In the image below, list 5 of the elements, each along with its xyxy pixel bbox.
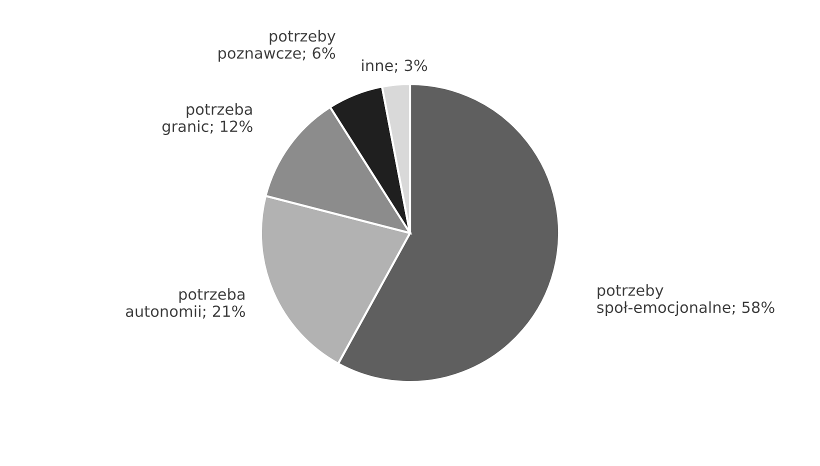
slice-label: inne; 3% — [362, 59, 428, 73]
slice-label: potrzeba granic; 12% — [162, 103, 252, 136]
slice-label: potrzeby poznawcze; 6% — [218, 30, 336, 62]
slice-label: potrzeba autonomii; 21% — [126, 288, 245, 319]
slice-label: potrzeby społ-emocjonalne; 58% — [597, 284, 774, 316]
